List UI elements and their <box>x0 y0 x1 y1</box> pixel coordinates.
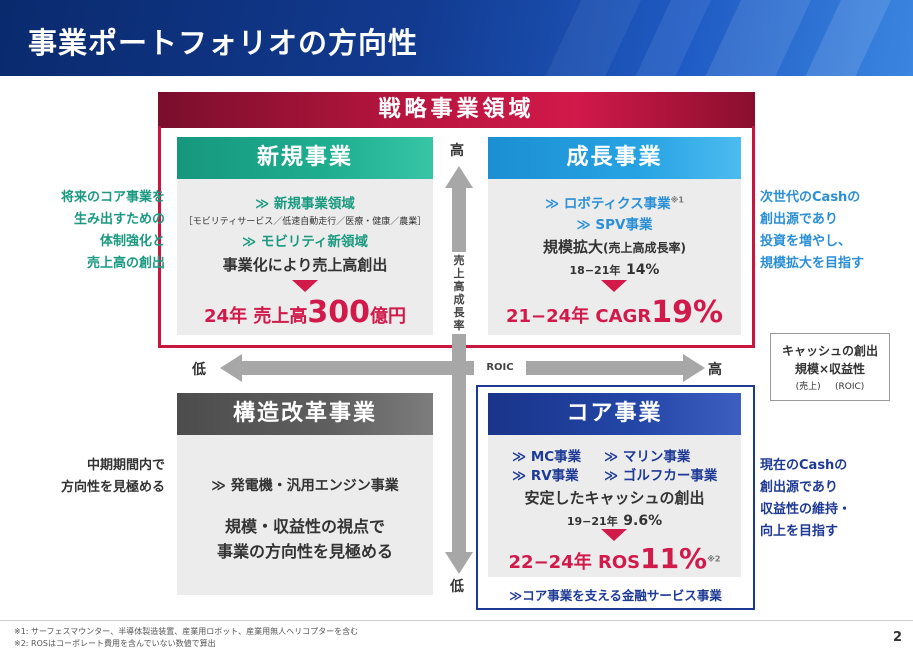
footnote-2: ※2: ROSはコーポレート費用を含んでいない数値で算出 <box>14 639 216 648</box>
core-area-frame <box>476 385 755 610</box>
page-number: 2 <box>893 630 903 645</box>
horizontal-axis-high: 高 <box>708 362 722 378</box>
quadrant-title: コア事業 <box>488 393 741 435</box>
vertical-axis-low: 低 <box>450 579 464 595</box>
new-business-goal: 事業化により売上高創出 <box>222 256 388 274</box>
rv-business-link[interactable]: ≫ RV事業 <box>512 468 579 484</box>
mc-business-link[interactable]: ≫ MC事業 <box>512 449 582 465</box>
arrow-left-icon <box>220 354 242 382</box>
growth-business-goal: 規模拡大(売上高成長率) <box>543 238 686 256</box>
horizontal-axis-label: ROIC <box>474 361 526 375</box>
financial-services-link[interactable]: ≫コア事業を支える金融サービス事業 <box>509 588 722 603</box>
new-business-domain-link[interactable]: ≫ 新規事業領域 <box>255 196 355 212</box>
marine-business-link[interactable]: ≫ マリン事業 <box>604 449 691 465</box>
quadrant-structural-reform: 構造改革事業 ≫ 発電機・汎用エンジン事業 規模・収益性の視点で 事業の方向性を… <box>177 393 433 595</box>
growth-rate-history: 18−21年 14% <box>569 262 660 278</box>
down-arrow-icon <box>601 280 627 292</box>
quadrant-growth-business: 成長事業 ≫ ロボティクス事業※1 ≫ SPV事業 規模拡大(売上高成長率) 1… <box>488 137 741 335</box>
arrow-up-icon <box>445 166 473 188</box>
down-arrow-icon <box>292 280 318 292</box>
arrow-down-icon <box>445 552 473 574</box>
arrow-right-icon <box>683 354 705 382</box>
mobility-new-domain-link[interactable]: ≫ モビリティ新領域 <box>241 234 369 250</box>
page-title: 事業ポートフォリオの方向性 <box>28 26 419 60</box>
ros-history: 19−21年 9.6% <box>566 513 663 529</box>
legend-box: キャッシュの創出 規模×収益性 (売上) (ROIC) <box>770 333 890 401</box>
side-note-new-business: 将来のコア事業を 生み出すための 体制強化と 売上高の創出 <box>60 190 165 271</box>
new-business-target: 24年 売上高300億円 <box>204 295 406 330</box>
down-arrow-icon <box>601 529 627 541</box>
vertical-axis-label: 売上高成長率 <box>452 252 466 334</box>
side-note-reform-business: 中期期間内で 方向性を見極める <box>60 458 165 495</box>
strategic-area-label: 戦略事業領域 <box>158 92 755 128</box>
footer-divider <box>0 620 913 621</box>
quadrant-title: 構造改革事業 <box>177 393 433 435</box>
spv-business-link[interactable]: ≫ SPV事業 <box>576 217 653 233</box>
generator-engine-business-link[interactable]: ≫ 発電機・汎用エンジン事業 <box>211 478 399 494</box>
header-banner: 事業ポートフォリオの方向性 <box>0 0 913 76</box>
growth-business-target: 21−24年 CAGR19% <box>505 295 724 330</box>
core-business-target: 22−24年 ROS11%※2 <box>508 542 721 575</box>
quadrant-title: 成長事業 <box>488 137 741 179</box>
horizontal-axis <box>240 361 685 375</box>
new-business-domain-list: ［モビリティサービス／低速自動走行／医療・健康／農業］ <box>183 217 427 227</box>
reform-policy-line1: 規模・収益性の視点で <box>224 517 385 536</box>
quadrant-title: 新規事業 <box>177 137 433 179</box>
reform-policy-line2: 事業の方向性を見極める <box>216 542 393 561</box>
horizontal-axis-low: 低 <box>192 362 206 378</box>
robotics-business-link[interactable]: ≫ ロボティクス事業※1 <box>545 195 684 213</box>
vertical-axis-high: 高 <box>450 143 464 159</box>
golf-car-business-link[interactable]: ≫ ゴルフカー事業 <box>604 468 718 484</box>
side-note-growth-business: 次世代のCashの 創出源であり 投資を増やし、 規模拡大を目指す <box>760 190 865 271</box>
side-note-core-business: 現在のCashの 創出源であり 収益性の維持・ 向上を目指す <box>760 458 852 539</box>
quadrant-new-business: 新規事業 ≫ 新規事業領域 ［モビリティサービス／低速自動走行／医療・健康／農業… <box>177 137 433 335</box>
footnote-1: ※1: サーフェスマウンター、半導体製造装置、産業用ロボット、産業用無人ヘリコプ… <box>14 627 359 636</box>
quadrant-core-business: コア事業 ≫ MC事業 ≫ マリン事業 ≫ RV事業 ≫ ゴルフカー事業 安定し… <box>488 393 741 577</box>
core-business-goal: 安定したキャッシュの創出 <box>524 489 705 507</box>
